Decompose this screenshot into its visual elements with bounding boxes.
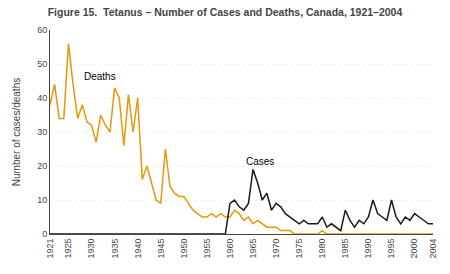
svg-text:Cases: Cases — [246, 156, 274, 167]
svg-text:1921: 1921 — [45, 239, 55, 259]
svg-text:2004: 2004 — [428, 239, 438, 259]
svg-text:1940: 1940 — [133, 239, 143, 259]
svg-text:1975: 1975 — [294, 239, 304, 259]
svg-text:1925: 1925 — [63, 239, 73, 259]
svg-text:1995: 1995 — [386, 239, 396, 259]
svg-text:2000: 2000 — [409, 239, 419, 259]
svg-text:1945: 1945 — [156, 239, 166, 259]
svg-text:1950: 1950 — [179, 239, 189, 259]
svg-text:1965: 1965 — [248, 239, 258, 259]
svg-text:30: 30 — [37, 127, 47, 137]
svg-text:1970: 1970 — [271, 239, 281, 259]
svg-text:1990: 1990 — [363, 239, 373, 259]
svg-text:50: 50 — [37, 59, 47, 69]
svg-text:20: 20 — [37, 161, 47, 171]
svg-text:10: 10 — [37, 195, 47, 205]
svg-text:Figure 15. Tetanus – Number o: Figure 15. Tetanus – Number of Cases and… — [48, 6, 403, 18]
svg-text:0: 0 — [42, 229, 47, 239]
svg-text:60: 60 — [37, 25, 47, 35]
svg-text:40: 40 — [37, 93, 47, 103]
svg-text:1935: 1935 — [110, 239, 120, 259]
svg-text:1960: 1960 — [225, 239, 235, 259]
svg-text:Number of cases/deaths: Number of cases/deaths — [11, 78, 22, 186]
svg-text:1980: 1980 — [317, 239, 327, 259]
svg-text:1985: 1985 — [340, 239, 350, 259]
svg-text:1930: 1930 — [86, 239, 96, 259]
svg-text:Deaths: Deaths — [84, 71, 116, 82]
svg-text:1955: 1955 — [202, 239, 212, 259]
